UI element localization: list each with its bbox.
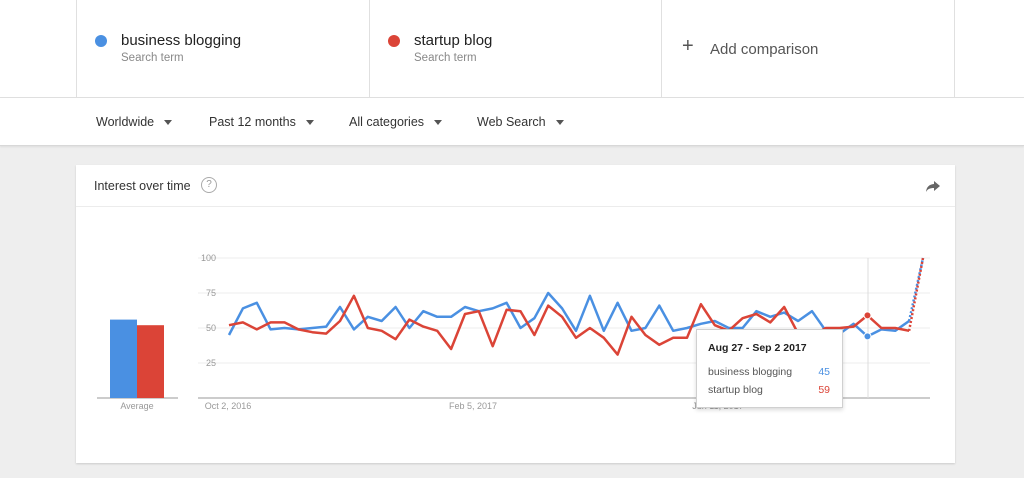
search-term-startup-blog[interactable]: startup blog Search term [369, 0, 661, 98]
add-comparison-button[interactable]: + Add comparison [661, 0, 955, 98]
tooltip-series-label: business blogging [708, 366, 793, 378]
tooltip-series-value: 45 [818, 366, 830, 378]
series-partial-line [907, 257, 925, 332]
filter-bar: Worldwide Past 12 months All categories … [0, 98, 1024, 146]
average-label: Average [120, 401, 153, 411]
y-tick-label: 25 [206, 358, 216, 368]
region-dropdown[interactable]: Worldwide [96, 115, 173, 129]
series-color-dot [95, 35, 107, 47]
card-title: Interest over time [94, 179, 191, 193]
add-comparison-label: Add comparison [710, 41, 819, 58]
term-name: business blogging [121, 32, 242, 49]
series-line [227, 291, 910, 338]
term-subtitle: Search term [414, 52, 477, 64]
y-tick-label: 100 [201, 253, 216, 263]
caret-down-icon [434, 120, 443, 126]
series-color-dot [388, 35, 400, 47]
category-dropdown[interactable]: All categories [349, 115, 443, 129]
x-tick-label: Feb 5, 2017 [449, 401, 497, 411]
x-tick-label: Oct 2, 2016 [205, 401, 252, 411]
y-tick-label: 50 [206, 323, 216, 333]
term-subtitle: Search term [121, 52, 184, 64]
term-name: startup blog [414, 32, 493, 49]
search-term-business-blogging[interactable]: business blogging Search term [76, 0, 369, 98]
y-tick-label: 75 [206, 288, 216, 298]
plus-icon: + [682, 35, 694, 57]
category-label: All categories [349, 115, 425, 129]
caret-down-icon [305, 120, 314, 126]
chart-tooltip: Aug 27 - Sep 2 2017 business blogging 45… [696, 329, 843, 408]
question-circle-icon[interactable]: ? [201, 177, 217, 193]
average-bar [110, 319, 137, 398]
search-type-dropdown[interactable]: Web Search [477, 115, 564, 129]
share-icon[interactable] [925, 178, 941, 194]
search-type-label: Web Search [477, 115, 546, 129]
tooltip-series-label: startup blog [708, 384, 763, 396]
hover-point [863, 311, 872, 320]
caret-down-icon [555, 120, 564, 126]
region-label: Worldwide [96, 115, 155, 129]
hover-point [863, 332, 872, 341]
time-range-dropdown[interactable]: Past 12 months [209, 115, 314, 129]
caret-down-icon [164, 120, 173, 126]
average-bar [137, 325, 164, 398]
tooltip-series-value: 59 [818, 384, 830, 396]
time-range-label: Past 12 months [209, 115, 296, 129]
tooltip-date: Aug 27 - Sep 2 2017 [708, 342, 807, 354]
comparison-bar: business blogging Search term startup bl… [0, 0, 1024, 98]
card-header: Interest over time ? [76, 165, 955, 207]
